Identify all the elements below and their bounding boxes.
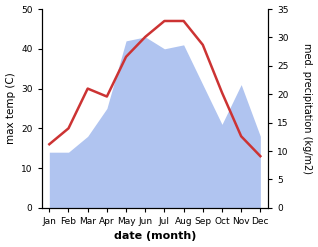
Y-axis label: max temp (C): max temp (C) [5, 73, 16, 144]
X-axis label: date (month): date (month) [114, 231, 196, 242]
Y-axis label: med. precipitation (kg/m2): med. precipitation (kg/m2) [302, 43, 313, 174]
